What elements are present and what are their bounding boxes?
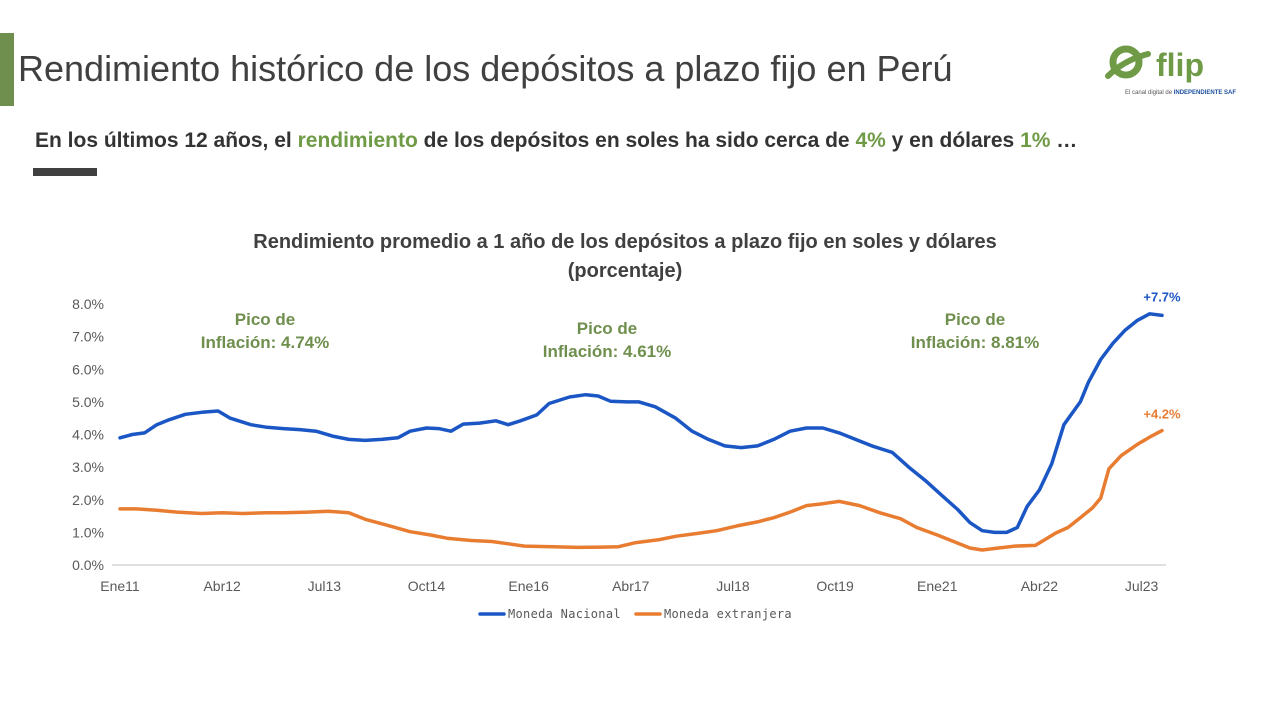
title-accent-bar xyxy=(0,33,14,106)
annotation-line-1: Pico de xyxy=(235,310,295,329)
x-tick-label: Ene21 xyxy=(917,578,958,594)
x-tick-label: Jul18 xyxy=(716,578,750,594)
flip-logo: flip xyxy=(1105,45,1204,83)
series-line-moneda-nacional xyxy=(118,312,1164,535)
subtitle-part-4: … xyxy=(1056,129,1078,152)
series-line-moneda-extranjera xyxy=(118,428,1164,552)
logo-tagline-prefix: El canal digital de xyxy=(1125,90,1173,96)
subtitle-highlight-dolares: 1% xyxy=(1020,129,1051,152)
logo-tagline-brand: INDEPENDIENTE SAF xyxy=(1173,90,1237,96)
x-tick-label: Abr12 xyxy=(203,578,241,594)
x-tick-label: Abr17 xyxy=(612,578,650,594)
subtitle-part-3: y en dólares xyxy=(891,129,1015,152)
subtitle-highlight-rendimiento: rendimiento xyxy=(297,129,418,152)
y-tick-label: 7.0% xyxy=(72,329,104,345)
subtitle-part-1: En los últimos 12 años, el xyxy=(35,129,292,152)
annotation-line-1: Pico de xyxy=(945,310,1005,329)
series-end-label: +7.7% xyxy=(1143,289,1181,304)
x-tick-label: Oct19 xyxy=(816,578,854,594)
x-tick-label: Jul23 xyxy=(1125,578,1159,594)
logo-text: flip xyxy=(1156,47,1204,83)
annotation-line-2: Inflación: 4.74% xyxy=(201,333,329,352)
y-tick-label: 0.0% xyxy=(72,557,104,573)
chart-title-line-2: (porcentaje) xyxy=(568,260,682,282)
subtitle-highlight-soles: 4% xyxy=(855,129,886,152)
annotation-line-1: Pico de xyxy=(577,319,637,338)
x-tick-label: Oct14 xyxy=(408,578,446,594)
y-tick-label: 2.0% xyxy=(72,492,104,508)
logo-tagline: El canal digital de INDEPENDIENTE SAF xyxy=(1125,90,1236,96)
subtitle-part-2: de los depósitos en soles ha sido cerca … xyxy=(423,129,850,152)
series-end-label: +4.2% xyxy=(1143,407,1181,422)
chart-title-line-1: Rendimiento promedio a 1 año de los depó… xyxy=(253,231,997,253)
annotation-line-2: Inflación: 4.61% xyxy=(543,342,671,361)
legend-label: Moneda extranjera xyxy=(664,607,792,621)
flip-logo-mark-icon xyxy=(1105,45,1151,79)
x-tick-label: Abr22 xyxy=(1021,578,1059,594)
y-tick-label: 5.0% xyxy=(72,394,104,410)
subtitle-underline xyxy=(33,168,97,176)
y-tick-label: 1.0% xyxy=(72,524,104,540)
x-tick-label: Ene16 xyxy=(508,578,549,594)
x-tick-label: Jul13 xyxy=(308,578,342,594)
page-title: Rendimiento histórico de los depósitos a… xyxy=(18,48,953,89)
annotation-line-2: Inflación: 8.81% xyxy=(911,333,1039,352)
legend-label: Moneda Nacional xyxy=(508,607,621,621)
y-tick-label: 4.0% xyxy=(72,427,104,443)
subtitle: En los últimos 12 años, el rendimiento d… xyxy=(35,129,1077,153)
y-tick-label: 8.0% xyxy=(72,296,104,312)
yield-line-chart: Rendimiento promedio a 1 año de los depó… xyxy=(72,231,1181,621)
y-tick-label: 3.0% xyxy=(72,459,104,475)
x-tick-label: Ene11 xyxy=(100,578,140,594)
y-tick-label: 6.0% xyxy=(72,361,104,377)
